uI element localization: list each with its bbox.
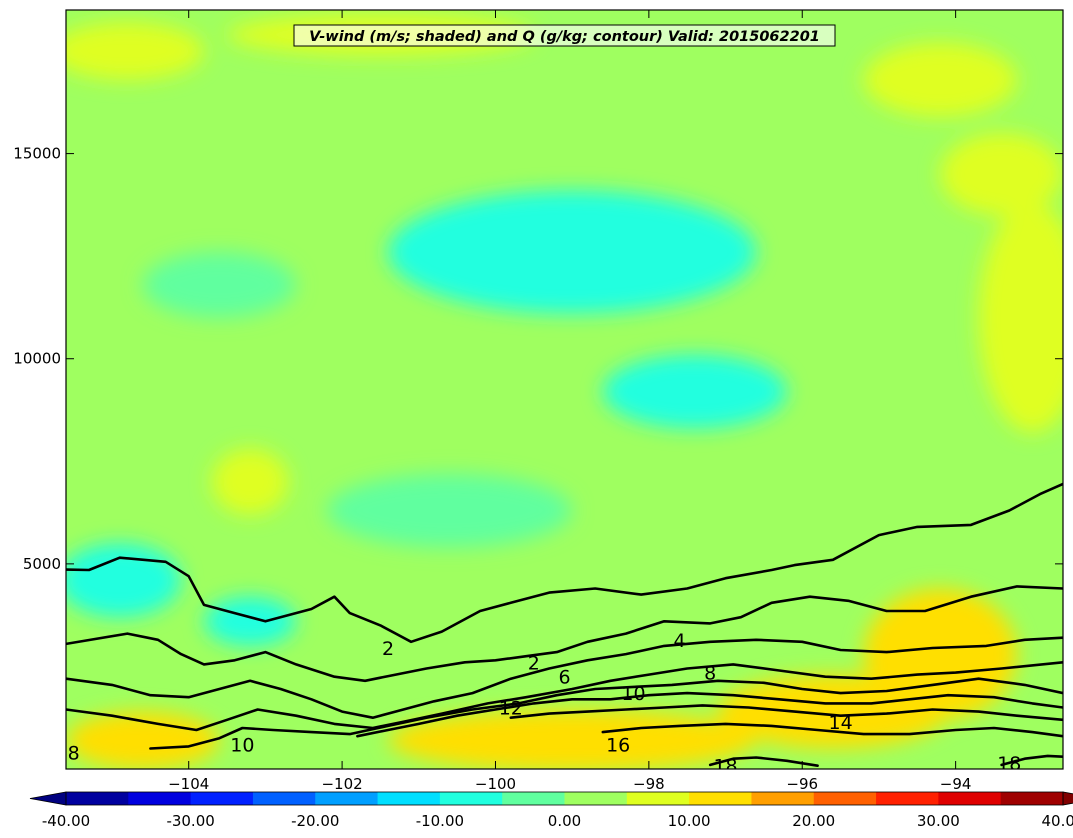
chart-title-text: V-wind (m/s; shaded) and Q (g/kg; contou… — [309, 29, 820, 45]
title-box — [293, 24, 836, 47]
x-axis: −104 −102 −100 −98 −96 −94 — [168, 10, 971, 793]
shade-region — [204, 596, 297, 646]
shade-region — [863, 42, 1017, 117]
contour-label: 8 — [704, 663, 716, 685]
colorbar-bin — [377, 792, 441, 805]
shade-region — [602, 354, 787, 429]
colorbar-tick-label: 20.00 — [792, 812, 835, 830]
colorbar-tick-label: 40.00 — [1042, 812, 1073, 830]
shade-region — [326, 473, 573, 548]
contour-line-18 — [1000, 754, 1063, 767]
x-tick-label: −100 — [475, 775, 516, 793]
colorbar-tick-label: 30.00 — [917, 812, 960, 830]
colorbar-tick-label: -20.00 — [291, 812, 339, 830]
x-tick-label: −94 — [940, 775, 972, 793]
contour-label: 14 — [828, 712, 852, 734]
contour-label: 10 — [621, 683, 645, 705]
colorbar-tick-label: 0.00 — [548, 812, 581, 830]
contour-label: 2 — [382, 638, 394, 660]
contour-label: 6 — [558, 667, 570, 689]
colorbar-bin — [876, 792, 939, 805]
shade-region — [142, 252, 297, 318]
contour-label: 16 — [606, 734, 630, 756]
contour-line-14 — [509, 704, 1063, 722]
shaded-field — [66, 14, 1063, 769]
colorbar-bin — [938, 792, 1002, 805]
contour-line-18 — [708, 756, 819, 768]
plot-area: 2 2 4 6 8 8 10 10 12 14 16 18 18 — [65, 9, 1064, 778]
plot-frame — [65, 9, 1064, 770]
colorbar-bin — [66, 792, 129, 805]
shade-region — [940, 133, 1063, 216]
contour-label: 10 — [230, 734, 254, 756]
colorbar-bin — [502, 792, 566, 805]
shade-region — [211, 448, 289, 515]
colorbar-tick-label: -40.00 — [42, 812, 90, 830]
colorbar-bin — [564, 792, 628, 805]
y-tick-label: 15000 — [13, 145, 61, 163]
shade-region — [388, 709, 757, 769]
colorbar-extend-max — [1062, 791, 1073, 806]
colorbar-bin — [689, 792, 753, 805]
shade-region — [66, 711, 220, 769]
colorbar-extend-min — [29, 791, 67, 806]
colorbar-frame — [65, 791, 1064, 806]
colorbar-tick-label: 10.00 — [668, 812, 711, 830]
shade-region — [717, 674, 948, 749]
x-tick-label: −96 — [786, 775, 818, 793]
contour-labels: 2 2 4 6 8 8 10 10 12 14 16 18 18 — [68, 630, 1022, 778]
shade-region — [978, 202, 1063, 433]
chart-title: V-wind (m/s; shaded) and Q (g/kg; contou… — [293, 24, 836, 47]
y-axis: 5000 10000 15000 — [13, 145, 1063, 573]
contour-label: 12 — [499, 697, 523, 719]
colorbar-tick-label: -10.00 — [416, 812, 464, 830]
colorbar-bin — [315, 792, 379, 805]
shade-region — [388, 190, 757, 314]
x-tick-label: −104 — [168, 775, 209, 793]
contour-line-10 — [149, 677, 1063, 750]
x-tick-label: −98 — [633, 775, 665, 793]
colorbar-bin — [252, 792, 316, 805]
contour-line-16 — [601, 722, 1063, 738]
shade-region — [66, 22, 205, 80]
colorbar: -40.00 -30.00 -20.00 -10.00 0.00 10.00 20.00 30… — [29, 791, 1073, 830]
contour-line-4 — [66, 585, 1063, 683]
colorbar-bin — [439, 792, 503, 805]
y-tick-label: 10000 — [13, 350, 61, 368]
y-tick-label: 5000 — [23, 555, 61, 573]
shade-region — [66, 543, 182, 618]
colorbar-bin — [128, 792, 192, 805]
contour-line-6 — [66, 636, 1063, 720]
contour-line-2 — [66, 482, 1063, 644]
colorbar-bin — [1000, 792, 1064, 805]
colorbar-bin — [190, 792, 254, 805]
colorbar-bin — [751, 792, 815, 805]
contour-line-8 — [66, 660, 1063, 732]
colorbar-bin — [626, 792, 690, 805]
contour-label: 8 — [68, 743, 80, 765]
contour-label: 2 — [528, 652, 540, 674]
colorbar-bin — [813, 792, 877, 805]
contour-lines — [66, 482, 1063, 768]
x-tick-label: −102 — [321, 775, 362, 793]
colorbar-tick-label: -30.00 — [166, 812, 214, 830]
contour-label: 4 — [673, 630, 685, 652]
contour-line-12 — [356, 691, 1063, 738]
contour-label: 18 — [997, 753, 1021, 775]
contour-label: 18 — [713, 756, 737, 778]
